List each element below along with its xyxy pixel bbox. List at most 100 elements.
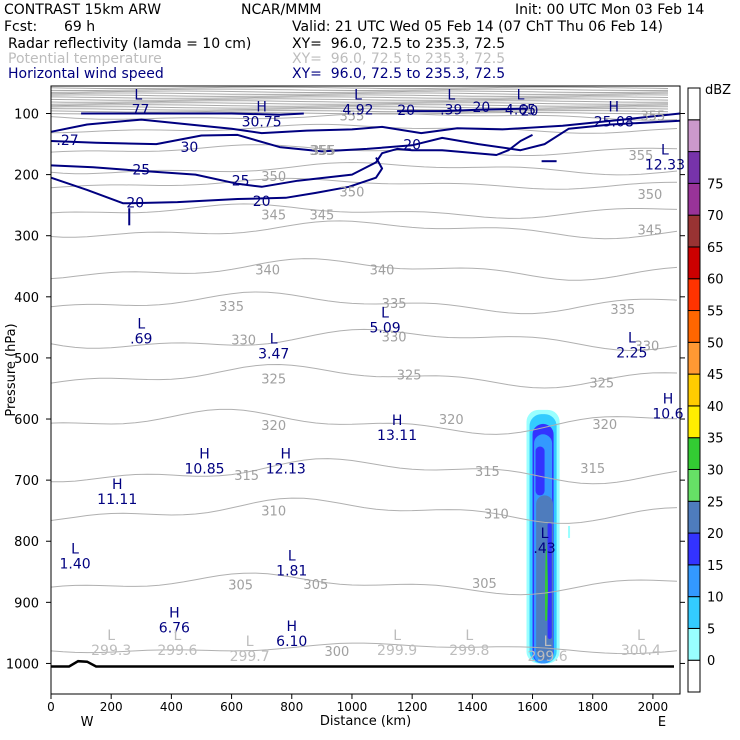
extremum-value-15: 12.13: [266, 462, 306, 478]
theta-contour-1: [50, 123, 678, 134]
wind-contour-4: [81, 112, 304, 116]
theta-contour-13: [50, 497, 678, 524]
colorbar-label-1: 5: [707, 622, 715, 637]
extremum-kind-1: H: [256, 99, 267, 115]
wind-contour-2: [50, 134, 533, 188]
model-title: CONTRAST 15km ARW: [4, 2, 162, 18]
colorbar-label-4: 20: [707, 527, 724, 542]
plot-frame: [50, 85, 681, 695]
y-tick-label-5: 600: [14, 413, 39, 428]
extremum-kind-3: L: [447, 87, 455, 103]
theta-strat-band-10: [50, 106, 668, 109]
x-tick-label-7: 1400: [457, 700, 488, 714]
theta-label-19: 325: [261, 373, 286, 388]
wind-label-5: 20: [403, 138, 421, 154]
colorbar-unit: dBZ: [705, 83, 731, 98]
theta-label-28: 310: [261, 505, 286, 520]
ground-line: [51, 659, 674, 668]
theta-label-27: 315: [580, 462, 605, 477]
field-label-reflectivity: Radar reflectivity (lamda = 10 cm): [8, 36, 252, 52]
extremum-kind-25: L: [393, 628, 401, 644]
theta-contour-11: [50, 408, 678, 435]
wind-contours: [50, 107, 681, 226]
colorbar-box-8: [687, 405, 701, 439]
colorbar-label-12: 60: [707, 273, 724, 288]
y-tick-label-7: 800: [14, 535, 39, 550]
extremum-kind-8: L: [137, 316, 145, 332]
field-label-theta: Potential temperature: [8, 51, 162, 67]
extremum-kind-26: L: [465, 628, 473, 644]
extremum-value-3: .39: [440, 102, 462, 118]
theta-label-20: 325: [397, 368, 422, 383]
wind-label-4: 20: [253, 194, 271, 210]
extremum-kind-14: H: [199, 447, 210, 463]
theta-strat-band-6: [50, 98, 669, 101]
extremum-value-16: 11.11: [97, 492, 137, 508]
extremum-kind-13: H: [392, 413, 403, 429]
extremum-value-20: 6.76: [159, 620, 190, 636]
theta-label-11: 340: [255, 263, 280, 278]
wind-label-3: 20: [126, 196, 144, 212]
theta-contour-5: [50, 203, 678, 219]
theta-contour-8: [50, 291, 678, 315]
extremum-value-14: 10.85: [184, 462, 224, 478]
theta-contour-9: [50, 328, 678, 352]
extremum-value-8: .69: [130, 331, 152, 347]
colorbar-box-5: [687, 500, 701, 534]
x-tick-label-1: 200: [100, 700, 123, 714]
theta-label-24: 320: [592, 418, 617, 433]
theta-strat-band-11: [50, 108, 669, 111]
extremum-value-13: 13.11: [377, 428, 417, 444]
colorbar-label-8: 40: [707, 400, 724, 415]
y-tick-label-1: 200: [14, 169, 39, 184]
colorbar-box-0: [687, 659, 701, 693]
colorbar-box-15: [687, 182, 701, 216]
extremum-kind-15: H: [280, 447, 291, 463]
extremum-kind-24: L: [246, 634, 254, 650]
extremum-value-6: .27: [56, 133, 78, 149]
theta-contour-4: [50, 177, 678, 190]
extremum-kind-22: L: [107, 628, 115, 644]
extremum-value-25: 299.9: [377, 643, 417, 659]
reflectivity-speck: [568, 525, 571, 538]
theta-strat-band-2: [50, 90, 669, 93]
theta-label-22: 320: [261, 419, 286, 434]
colorbar-box-3: [687, 564, 701, 598]
colorbar-box-7: [687, 437, 701, 470]
wind-label-7: 20: [472, 100, 490, 116]
theta-contour-14: [50, 572, 678, 596]
wind-contour-5: [397, 107, 527, 113]
theta-contour-15: [50, 642, 678, 655]
theta-strat-band-9: [50, 104, 669, 107]
colorbar-box-2: [687, 596, 701, 629]
extremum-kind-27: L: [544, 634, 552, 650]
theta-strat-band-8: [50, 102, 669, 105]
field-xy-theta: XY= 96.0, 72.5 to 235.3, 72.5: [292, 51, 506, 67]
theta-strat-band-7: [50, 100, 669, 103]
theta-label-25: 315: [234, 469, 259, 484]
colorbar-box-14: [687, 214, 701, 248]
axes: 100 200 300 400 500 600 700 800 900 1000 0 200 400 60…: [4, 85, 685, 730]
x-tick-label-4: 800: [280, 700, 303, 714]
theta-label-12: 340: [370, 263, 395, 278]
theta-label-8: 345: [261, 208, 286, 223]
reflectivity-core: [544, 541, 548, 621]
colorbar-label-3: 15: [707, 559, 724, 574]
theta-label-6: 350: [340, 186, 365, 201]
y-tick-label-6: 700: [14, 474, 39, 489]
x-tick-label-5: 1000: [337, 700, 368, 714]
colorbar-label-10: 50: [707, 336, 724, 351]
theta-contour-3: [50, 161, 678, 176]
wind-label-8: 20: [521, 103, 539, 119]
extremum-value-5: 25.08: [594, 114, 634, 130]
theta-label-10: 345: [637, 224, 662, 239]
colorbar-box-17: [687, 119, 701, 153]
colorbar-box-16: [687, 151, 701, 184]
extremum-value-27: 299.6: [528, 649, 568, 665]
extremum-kind-5: H: [609, 99, 620, 115]
y-tick-label-8: 900: [14, 596, 39, 611]
extremum-kind-18: L: [71, 541, 79, 557]
extremum-value-18: 1.40: [59, 556, 90, 572]
extremum-kind-17: L: [541, 526, 549, 542]
extremum-kind-20: H: [169, 605, 180, 621]
